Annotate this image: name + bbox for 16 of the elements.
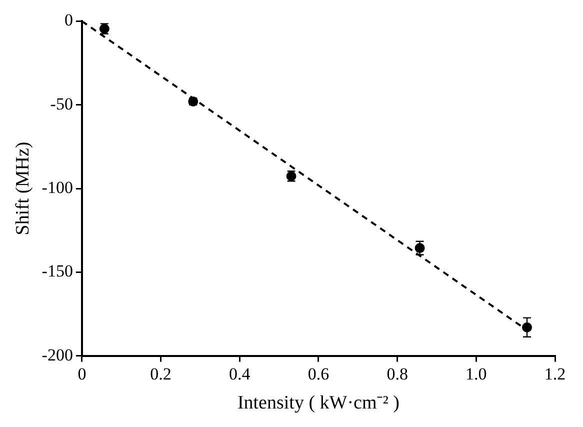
x-tick-label: 0.8	[386, 364, 408, 384]
y-tick-label: -100	[42, 178, 73, 197]
x-tick-label: 0.6	[308, 364, 330, 384]
x-tick-label: 0	[78, 364, 86, 384]
x-tick-label: 0.2	[150, 364, 172, 384]
x-tick-label: 1.0	[466, 364, 487, 384]
point	[522, 322, 532, 332]
y-tick-label: 0	[64, 10, 73, 30]
x-tick-label: 1.2	[544, 364, 566, 384]
point	[414, 243, 425, 254]
y-tick-label: -50	[50, 94, 73, 114]
y-tick-label: -150	[42, 262, 73, 281]
y-axis-title: Shift (MHz)	[12, 142, 34, 236]
x-tick-label: 0.4	[229, 364, 251, 384]
x-axis-title: Intensity ( kW·cm⁻² )	[237, 392, 400, 414]
y-tick-label: -200	[42, 345, 73, 364]
